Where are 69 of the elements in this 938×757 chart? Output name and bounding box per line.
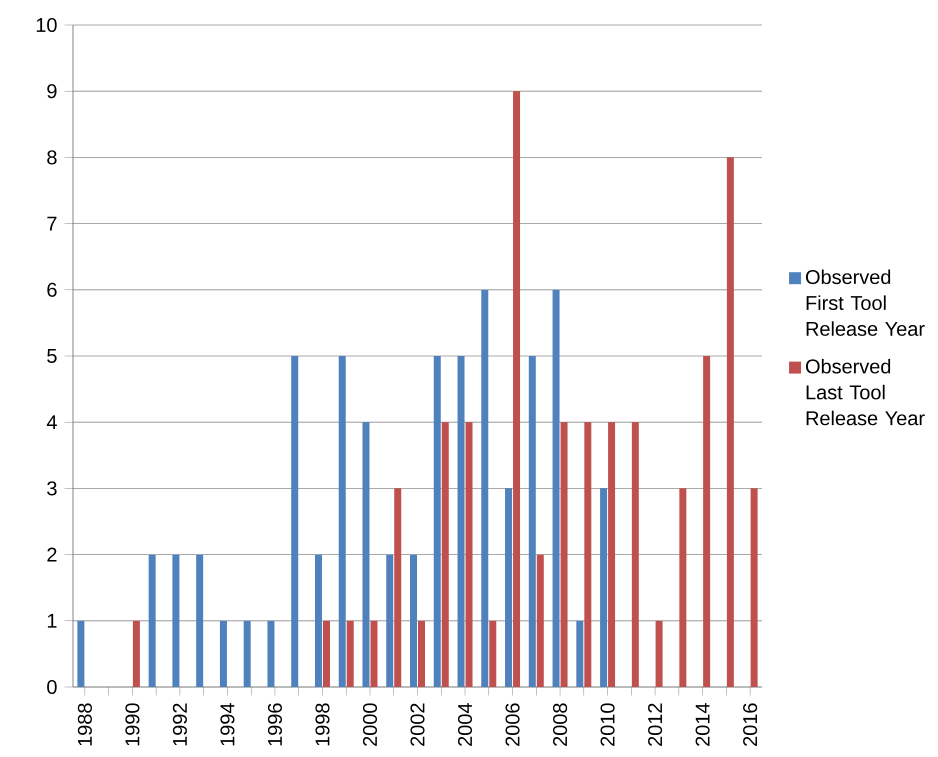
bar (220, 620, 227, 687)
bar (536, 554, 544, 687)
x-tick-label: 2008 (553, 703, 568, 746)
bar (314, 554, 322, 687)
bar (656, 620, 663, 687)
bar (386, 554, 394, 687)
x-tick-label: 2010 (600, 703, 615, 746)
x-tick-label: 1988 (78, 703, 92, 746)
bar (346, 620, 354, 687)
bar (528, 356, 536, 687)
bar (172, 554, 180, 687)
bar (750, 488, 758, 687)
y-tick-label: 10 (36, 18, 57, 32)
x-tick-label: 2006 (505, 703, 520, 746)
legend-label: Observed First Tool Release Year (806, 269, 925, 336)
bar (600, 488, 608, 687)
bar (322, 620, 330, 687)
bar (576, 620, 584, 687)
bar (703, 356, 710, 687)
bar (362, 422, 370, 687)
bar (458, 356, 465, 687)
bar (338, 356, 346, 687)
bar (466, 422, 473, 687)
x-tick-label: 2002 (410, 704, 425, 746)
bar (196, 554, 204, 687)
bar (584, 422, 592, 687)
y-tick-label: 6 (47, 282, 57, 297)
y-tick-label: 8 (47, 150, 57, 164)
bar (513, 91, 520, 687)
x-tick-label: 1992 (172, 704, 187, 746)
x-tick-label: 1994 (220, 703, 234, 746)
bar (632, 422, 639, 687)
x-tick-label: 2014 (696, 703, 710, 746)
bar (291, 356, 298, 687)
bar (418, 620, 425, 687)
bar (434, 356, 441, 687)
y-tick-label: 7 (47, 216, 56, 230)
bar (244, 620, 251, 687)
bar (370, 620, 378, 687)
x-tick-label: 1998 (315, 703, 330, 746)
x-tick-label: 2012 (648, 704, 662, 746)
x-tick-label: 2000 (362, 703, 378, 746)
y-tick-label: 0 (47, 680, 57, 694)
bar (726, 157, 734, 687)
y-tick-label: 3 (47, 481, 57, 496)
bar (608, 422, 616, 687)
legend-label: Observed Last Tool Release Year (806, 358, 925, 426)
bar (77, 620, 84, 687)
bar (132, 620, 140, 687)
y-tick-label: 9 (47, 84, 57, 98)
y-tick-label: 1 (48, 614, 56, 628)
x-tick-label: 2004 (458, 703, 472, 746)
x-tick-label: 2016 (743, 703, 758, 746)
y-tick-label: 5 (47, 349, 57, 363)
bar (560, 422, 568, 687)
bar (267, 620, 274, 687)
x-tick-label: 1996 (268, 703, 282, 746)
x-tick-label: 1990 (125, 703, 140, 746)
bar (505, 488, 512, 687)
bar (394, 488, 402, 687)
bar (552, 290, 560, 687)
bar (489, 620, 496, 687)
y-tick-label: 4 (46, 415, 57, 430)
bar (148, 554, 156, 687)
bar (442, 422, 449, 687)
bar (410, 554, 417, 687)
y-tick-label: 2 (47, 548, 56, 562)
bar (679, 488, 686, 687)
bar (481, 290, 488, 687)
